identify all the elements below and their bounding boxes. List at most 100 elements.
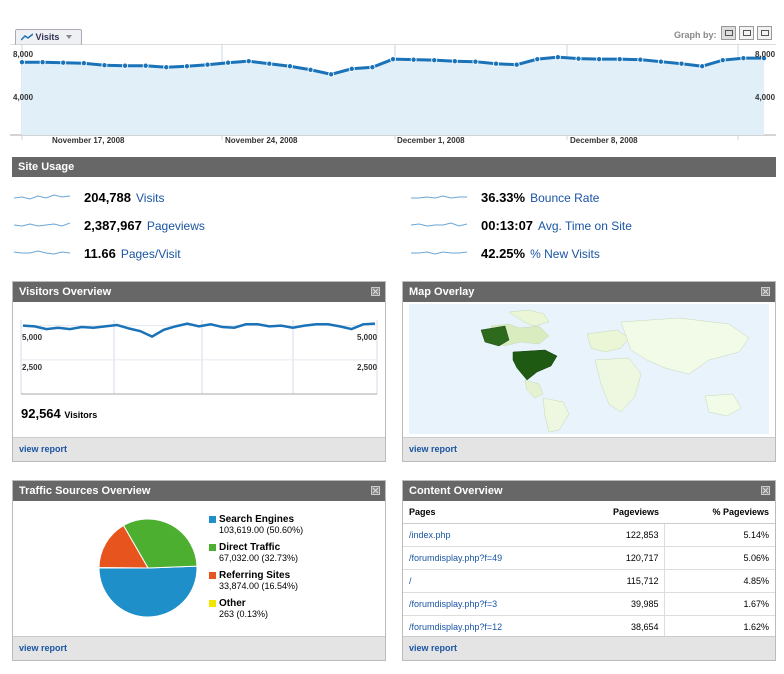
data-point[interactable] <box>472 58 479 65</box>
close-icon[interactable] <box>761 486 770 495</box>
legend-name: Direct Traffic <box>219 542 281 553</box>
data-point[interactable] <box>101 62 108 69</box>
page-link[interactable]: /index.php <box>403 523 572 547</box>
page-link[interactable]: / <box>403 569 572 593</box>
close-icon[interactable] <box>371 287 380 296</box>
y-tick-label-right-bottom: 4,000 <box>755 93 776 102</box>
close-icon[interactable] <box>371 486 380 495</box>
data-point[interactable] <box>369 64 376 71</box>
data-point[interactable] <box>18 59 25 66</box>
chevron-down-icon <box>65 35 72 39</box>
data-point[interactable] <box>534 56 541 63</box>
pie-slice-referring-sites[interactable] <box>98 524 149 569</box>
pageviews-cell: 38,654 <box>571 615 665 639</box>
pct-cell: 1.62% <box>664 615 775 639</box>
pie-slice-search-engines[interactable] <box>98 565 198 618</box>
metric-pages-per-visit-value: 11.66 <box>84 246 116 261</box>
data-point[interactable] <box>678 60 685 67</box>
graph-by-month-button[interactable] <box>757 26 772 40</box>
metric-new-visits-value: 42.25% <box>481 246 526 261</box>
metric-visits-value: 204,788 <box>84 190 131 205</box>
legend-detail: 263 (0.13%) <box>219 609 269 619</box>
data-point[interactable] <box>225 59 232 66</box>
data-point[interactable] <box>142 62 149 69</box>
traffic-sources-header: Traffic Sources Overview <box>13 481 385 501</box>
data-point[interactable] <box>740 55 747 62</box>
pie-slice-direct-traffic[interactable] <box>122 518 198 569</box>
graph-by-week-button[interactable] <box>739 26 754 40</box>
visits-area <box>22 57 764 136</box>
data-point[interactable] <box>60 59 67 66</box>
data-point[interactable] <box>575 55 582 62</box>
week-icon <box>743 30 751 36</box>
vo-y-tick-bottom-left: 2,500 <box>22 363 43 372</box>
metric-pageviews-link[interactable]: Pageviews <box>146 219 205 233</box>
data-point[interactable] <box>266 60 273 67</box>
page-link[interactable]: /forumdisplay.php?f=12 <box>403 615 572 639</box>
page-link[interactable]: /forumdisplay.php?f=3 <box>403 592 572 616</box>
legend-swatch <box>209 544 216 551</box>
sparkline-icon <box>411 222 467 227</box>
metric-bounce-rate-link[interactable]: Bounce Rate <box>530 191 600 205</box>
legend-referring-sites: Referring Sites 33,874.00 (16.54%) <box>209 570 303 598</box>
metric-visits-link[interactable]: Visits <box>136 191 165 205</box>
data-point[interactable] <box>204 61 211 68</box>
content-overview-title: Content Overview <box>409 485 503 497</box>
metric-pages-per-visit-link[interactable]: Pages/Visit <box>120 247 181 261</box>
data-point[interactable] <box>307 66 314 73</box>
legend-name: Referring Sites <box>219 570 291 581</box>
graph-by-day-button[interactable] <box>721 26 736 40</box>
data-point[interactable] <box>163 64 170 71</box>
map-europe <box>586 329 630 353</box>
data-point[interactable] <box>389 56 396 63</box>
data-point[interactable] <box>286 63 293 70</box>
data-point[interactable] <box>39 59 46 66</box>
metric-avg-time-link[interactable]: Avg. Time on Site <box>538 219 632 233</box>
vo-y-tick-top-right: 5,000 <box>357 333 378 342</box>
data-point[interactable] <box>183 63 190 70</box>
data-point[interactable] <box>80 60 87 67</box>
data-point[interactable] <box>451 58 458 65</box>
page-link[interactable]: /forumdisplay.php?f=49 <box>403 546 572 570</box>
close-icon[interactable] <box>761 287 770 296</box>
data-point[interactable] <box>699 63 706 70</box>
data-point[interactable] <box>657 58 664 65</box>
visitors-total: 92,564 Visitors <box>21 406 97 421</box>
data-point[interactable] <box>513 61 520 68</box>
legend-swatch <box>209 516 216 523</box>
data-point[interactable] <box>637 56 644 63</box>
data-point[interactable] <box>245 58 252 65</box>
data-point[interactable] <box>431 57 438 64</box>
metric-new-visits-link[interactable]: % New Visits <box>530 247 600 261</box>
map-alaska <box>480 325 510 347</box>
metric-selector-label: Visits <box>35 32 60 42</box>
data-point[interactable] <box>328 71 335 78</box>
data-point[interactable] <box>122 62 129 69</box>
visits-graph: Visits Graph by: 8,000 4,000 8,000 4,000… <box>0 0 784 150</box>
map-view-report-link[interactable]: view report <box>403 437 775 461</box>
data-point[interactable] <box>616 56 623 63</box>
legend-other: Other 263 (0.13%) <box>209 598 303 626</box>
traffic-sources-title: Traffic Sources Overview <box>19 485 151 497</box>
metric-selector[interactable]: Visits <box>15 29 82 45</box>
visitors-view-report-link[interactable]: view report <box>13 437 385 461</box>
column-header-pageviews: Pageviews <box>571 501 665 524</box>
pageviews-cell: 115,712 <box>571 569 665 593</box>
data-point[interactable] <box>719 57 726 64</box>
legend-search-engines: Search Engines 103,619.00 (50.60%) <box>209 514 303 542</box>
data-point[interactable] <box>554 54 561 61</box>
sparkline-icon <box>411 195 467 199</box>
pageviews-cell: 39,985 <box>571 592 665 616</box>
world-map[interactable] <box>409 304 769 434</box>
data-point[interactable] <box>596 56 603 63</box>
content-view-report-link[interactable]: view report <box>403 636 775 660</box>
legend-detail: 103,619.00 (50.60%) <box>219 525 304 535</box>
data-point[interactable] <box>410 56 417 63</box>
data-point[interactable] <box>761 55 768 62</box>
traffic-view-report-link[interactable]: view report <box>13 636 385 660</box>
data-point[interactable] <box>493 60 500 67</box>
sparkline-icon <box>14 222 70 227</box>
content-table: Pages Pageviews % Pageviews /index.php 1… <box>403 501 775 639</box>
map-overlay-title: Map Overlay <box>409 286 475 298</box>
data-point[interactable] <box>348 65 355 72</box>
